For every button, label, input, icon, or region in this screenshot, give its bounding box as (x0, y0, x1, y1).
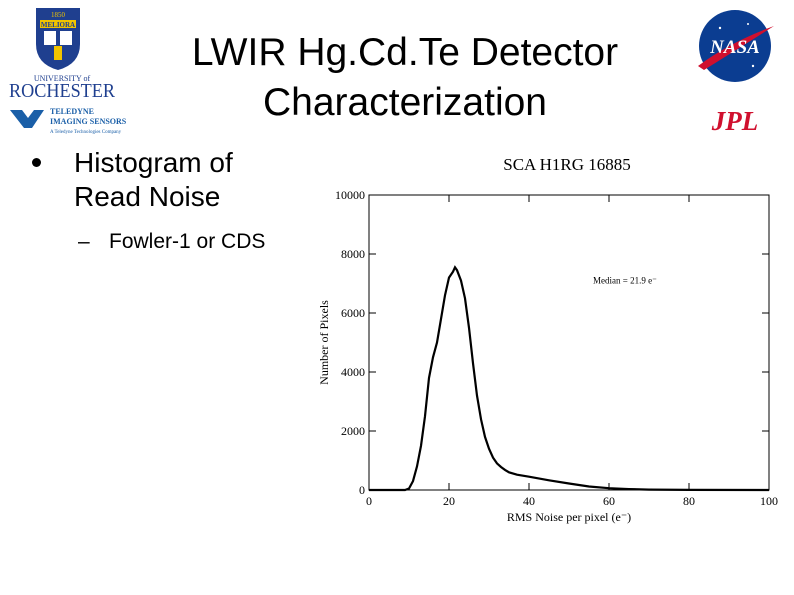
agency-logos: NASA JPL (690, 6, 780, 136)
y-tick-label: 10000 (335, 188, 365, 202)
bullet-main-line2: Read Noise (74, 181, 221, 212)
y-axis-label: Number of Pixels (317, 300, 331, 385)
nasa-star (718, 26, 722, 30)
y-tick-label: 4000 (341, 365, 365, 379)
rochester-book-right (60, 31, 72, 45)
slide-title-line1: LWIR Hg.Cd.Te Detector (191, 31, 619, 74)
x-tick-label: 100 (760, 494, 778, 508)
y-tick-label: 0 (359, 483, 365, 497)
rochester-lamp (54, 46, 62, 60)
nasa-logo: NASA JPL (698, 10, 774, 136)
teledyne-tagline: A Teledyne Technologies Company (50, 130, 122, 135)
histogram-chart: SCA H1RG 16885 0 20 40 60 80 100 0 2000 4000 6000… (310, 150, 794, 530)
rochester-name-text: ROCHESTER (9, 80, 116, 102)
slide-title: LWIR Hg.Cd.Te Detector Characterization (160, 28, 650, 128)
y-tick-label: 8000 (341, 247, 365, 261)
x-axis-label: RMS Noise per pixel (e⁻) (507, 510, 631, 524)
teledyne-division: IMAGING SENSORS (50, 117, 127, 126)
chart-title: SCA H1RG 16885 (503, 155, 631, 174)
x-tick-label: 80 (683, 494, 695, 508)
y-tick-label: 2000 (341, 424, 365, 438)
chart-background (310, 150, 794, 530)
rochester-university-text: UNIVERSITY of (34, 74, 91, 83)
median-annotation: Median = 21.9 e⁻ (593, 276, 657, 286)
nasa-vector-swoosh (698, 26, 774, 70)
teledyne-name: TELEDYNE (50, 107, 94, 116)
plot-frame (368, 194, 770, 491)
nasa-wordmark: NASA (709, 37, 760, 58)
jpl-wordmark: JPL (711, 106, 759, 136)
bullet-dot-icon (32, 158, 41, 167)
x-tick-label: 20 (443, 494, 455, 508)
nasa-star (751, 64, 755, 68)
histogram-svg: SCA H1RG 16885 0 20 40 60 80 100 0 2000 4000 6000… (310, 150, 794, 530)
x-tick-label: 0 (366, 494, 372, 508)
teledyne-logo-icon (10, 110, 44, 128)
x-tick-label: 60 (603, 494, 615, 508)
x-tick-label: 40 (523, 494, 535, 508)
bullet-main-line1: Histogram of (74, 147, 233, 178)
bullet-sub-text: Fowler-1 or CDS (109, 230, 266, 253)
y-tick-label: 6000 (341, 306, 365, 320)
rochester-book-left (44, 31, 56, 45)
rochester-year: 1850 (51, 11, 66, 19)
rochester-motto: MELIORA (41, 21, 75, 29)
nasa-star (747, 23, 749, 25)
rochester-logo: 1850 MELIORA UNIVERSITY of ROCHESTER TEL… (9, 8, 127, 135)
slide-title-line2: Characterization (263, 81, 547, 124)
university-logos: 1850 MELIORA UNIVERSITY of ROCHESTER TEL… (4, 4, 154, 139)
rochester-banner (40, 20, 76, 28)
bullet-dash-icon: – (78, 230, 90, 253)
axis-ticks: 0 20 40 60 80 100 0 2000 4000 6000 8000 10000 (335, 188, 778, 508)
series-line (369, 265, 770, 492)
bullet-main-text: Histogram of Read Noise (74, 146, 304, 214)
